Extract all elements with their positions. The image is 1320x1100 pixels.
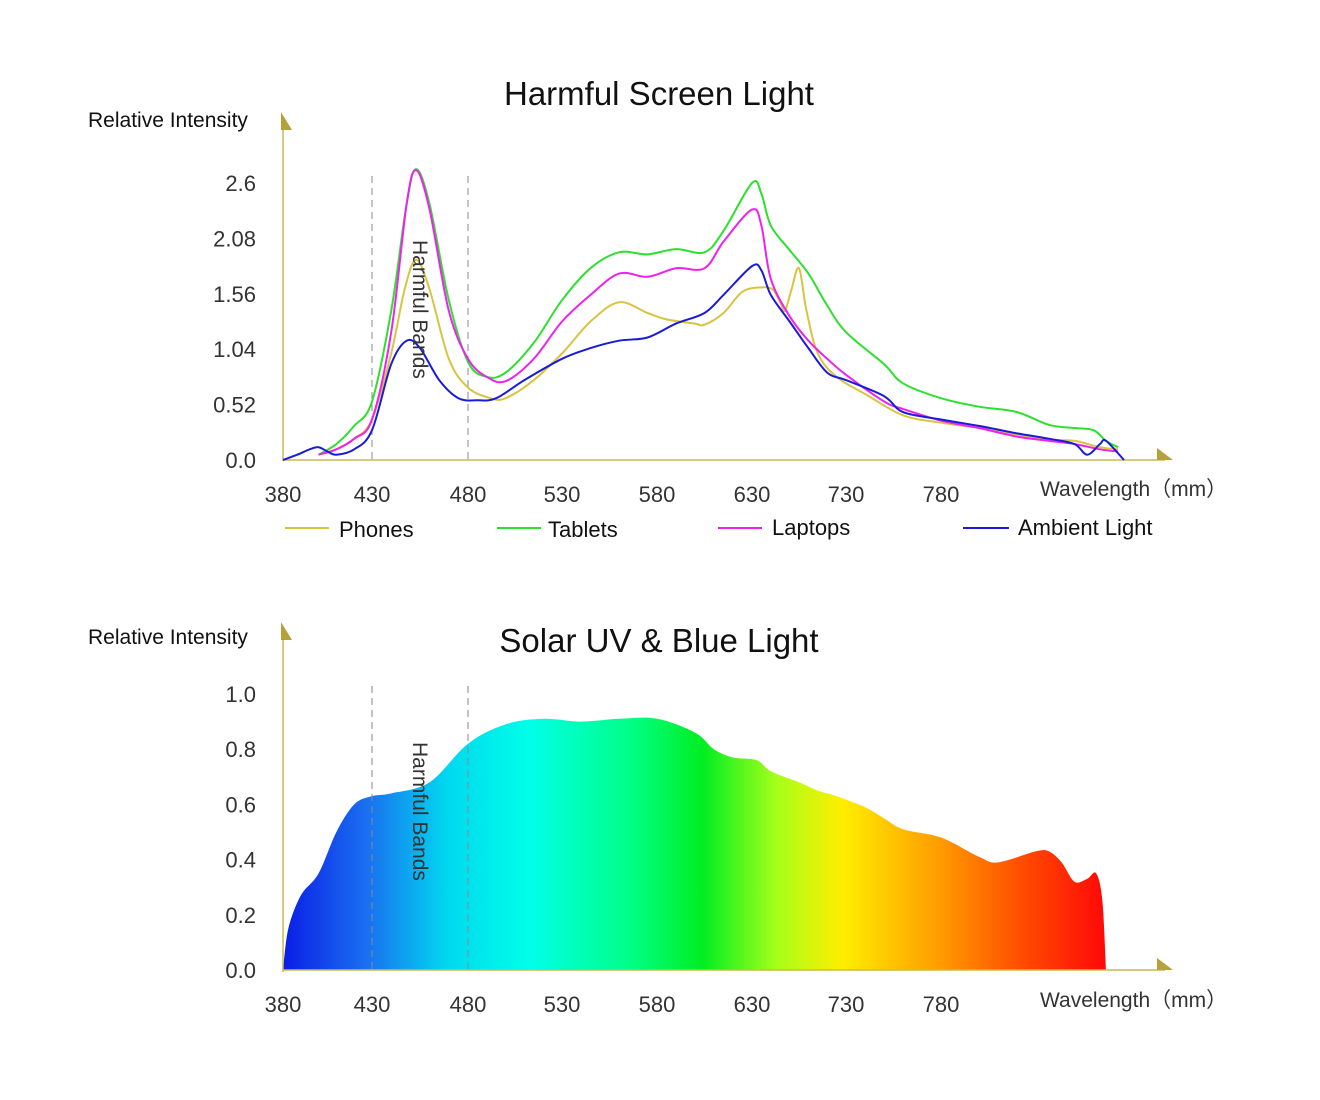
chart-screen-light: Harmful Screen Light Relative Intensity …: [88, 75, 1227, 542]
y-axis-arrow: [281, 112, 292, 130]
chart-title: Harmful Screen Light: [504, 75, 814, 112]
x-tick-label: 730: [828, 992, 865, 1017]
solar-spectrum-area: [283, 717, 1106, 970]
x-tick-label: 780: [923, 482, 960, 507]
y-tick-label: 0.0: [225, 448, 256, 473]
y-axis-arrow: [281, 622, 292, 640]
x-tick-label: 430: [354, 992, 391, 1017]
x-axis-label: Wavelength（mm）: [1040, 478, 1227, 501]
series-line-ambient-light: [282, 263, 1125, 461]
legend-label-phones: Phones: [339, 517, 414, 542]
y-tick-label: 0.8: [225, 737, 256, 762]
x-tick-label: 530: [544, 992, 581, 1017]
x-tick-label: 630: [734, 992, 771, 1017]
harmful-bands-label: Harmful Bands: [408, 240, 431, 379]
series-line-phones: [318, 258, 1119, 456]
x-tick-label: 780: [923, 992, 960, 1017]
x-tick-label: 480: [450, 992, 487, 1017]
x-tick-label: 630: [734, 482, 771, 507]
x-tick-label: 580: [639, 482, 676, 507]
y-axis-label: Relative Intensity: [88, 626, 248, 649]
y-tick-labels: 0.0 0.52 1.04 1.56 2.08 2.6: [213, 171, 256, 473]
harmful-bands-label: Harmful Bands: [408, 742, 431, 881]
series-lines: [282, 168, 1125, 461]
x-tick-labels: 380 430 480 530 580 630 730 780: [265, 992, 960, 1017]
x-tick-label: 580: [639, 992, 676, 1017]
y-tick-label: 0.4: [225, 848, 256, 873]
legend: Phones Tablets Laptops Ambient Light: [285, 515, 1153, 542]
series-line-tablets: [318, 168, 1119, 456]
x-tick-label: 730: [828, 482, 865, 507]
y-tick-label: 0.0: [225, 958, 256, 983]
y-tick-label: 1.0: [225, 682, 256, 707]
y-axis-label: Relative Intensity: [88, 109, 248, 132]
legend-label-tablets: Tablets: [548, 517, 618, 542]
x-tick-labels: 380 430 480 530 580 630 730 780: [265, 482, 960, 507]
x-tick-label: 530: [544, 482, 581, 507]
legend-label-ambient-light: Ambient Light: [1018, 515, 1153, 540]
y-tick-label: 2.08: [213, 226, 256, 251]
chart-title: Solar UV & Blue Light: [499, 622, 818, 659]
y-tick-label: 0.2: [225, 903, 256, 928]
y-tick-label: 1.04: [213, 337, 256, 362]
x-axis-label: Wavelength（mm）: [1040, 989, 1227, 1012]
x-tick-label: 380: [265, 482, 302, 507]
legend-label-laptops: Laptops: [772, 515, 850, 540]
chart-solar-light: Solar UV & Blue Light Relative Intensity…: [88, 622, 1227, 1017]
y-tick-label: 0.6: [225, 792, 256, 817]
x-axis-arrow: [1157, 448, 1173, 460]
y-tick-label: 1.56: [213, 282, 256, 307]
y-tick-label: 0.52: [213, 393, 256, 418]
x-tick-label: 380: [265, 992, 302, 1017]
x-tick-label: 430: [354, 482, 391, 507]
x-axis-arrow: [1157, 958, 1173, 970]
y-tick-labels: 0.0 0.2 0.4 0.6 0.8 1.0: [225, 682, 256, 983]
series-line-laptops: [318, 169, 1119, 456]
y-tick-label: 2.6: [225, 171, 256, 196]
x-tick-label: 480: [450, 482, 487, 507]
